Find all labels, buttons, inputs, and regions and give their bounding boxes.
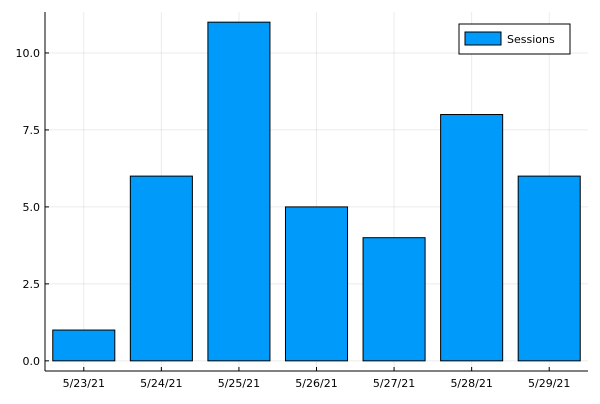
legend-swatch <box>464 31 502 46</box>
bar <box>362 237 426 362</box>
bar <box>440 114 504 362</box>
y-tick-label: 2.5 <box>23 278 41 291</box>
x-tick-label: 5/25/21 <box>218 377 260 390</box>
legend-label: Sessions <box>507 33 555 46</box>
x-tick-label: 5/27/21 <box>373 377 415 390</box>
bar <box>52 329 116 362</box>
legend: Sessions <box>458 23 571 55</box>
bar <box>129 175 193 362</box>
bars-layer <box>52 21 581 362</box>
y-tick-labels: 0.0 2.5 5.0 7.5 10.0 <box>16 47 41 368</box>
y-tick-label: 5.0 <box>23 201 41 214</box>
x-tick-label: 5/29/21 <box>528 377 570 390</box>
bar <box>284 206 349 362</box>
y-tick-label: 7.5 <box>23 124 41 137</box>
bar <box>517 175 581 362</box>
x-tick-label: 5/28/21 <box>450 377 492 390</box>
y-tick-label: 0.0 <box>23 355 41 368</box>
x-tick-labels: 5/23/21 5/24/21 5/25/21 5/26/21 5/27/21 5/28/… <box>63 377 571 390</box>
y-tick-label: 10.0 <box>16 47 41 60</box>
axes-layer <box>44 12 588 372</box>
x-tick-label: 5/24/21 <box>140 377 182 390</box>
x-tick-label: 5/26/21 <box>295 377 337 390</box>
x-tick-label: 5/23/21 <box>63 377 105 390</box>
bar <box>207 21 271 362</box>
